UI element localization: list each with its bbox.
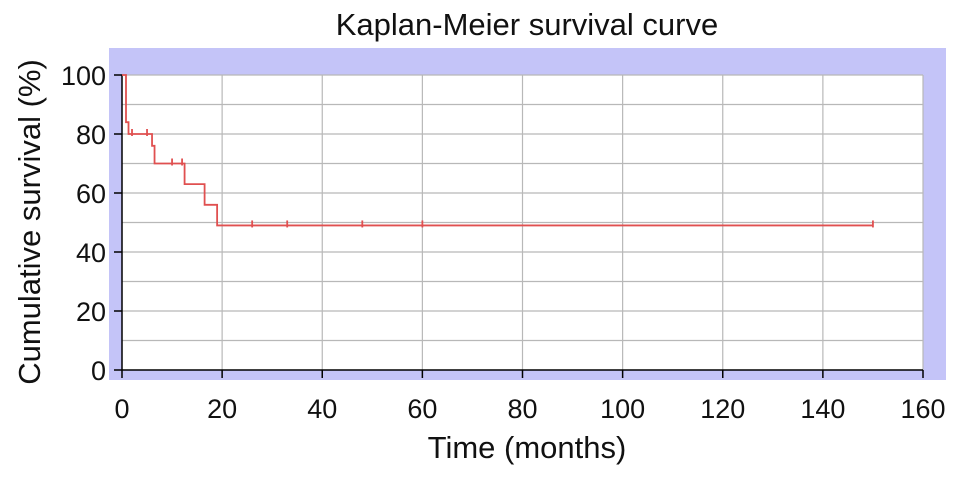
y-tick-label: 40 — [76, 238, 106, 268]
chart-title: Kaplan-Meier survival curve — [336, 7, 718, 42]
grid-lines — [122, 74, 924, 370]
y-axis-title: Cumulative survival (%) — [12, 59, 47, 385]
tick-labels: 0 20 40 60 80 100 120 140 160 0 20 40 60 80 100 — [61, 61, 946, 424]
x-tick-label: 160 — [900, 394, 945, 424]
x-tick-label: 140 — [800, 394, 845, 424]
axes — [114, 74, 924, 378]
survival-curve — [122, 74, 873, 227]
x-tick-label: 60 — [407, 394, 437, 424]
y-tick-label: 80 — [76, 120, 106, 150]
x-tick-label: 100 — [600, 394, 645, 424]
y-tick-label: 20 — [76, 297, 106, 327]
y-tick-label: 0 — [91, 356, 106, 386]
x-tick-label: 120 — [700, 394, 745, 424]
y-tick-label: 60 — [76, 179, 106, 209]
x-tick-label: 80 — [507, 394, 537, 424]
curve-layer — [122, 74, 874, 228]
x-axis-title: Time (months) — [428, 430, 627, 465]
x-tick-label: 40 — [307, 394, 337, 424]
y-tick-label: 100 — [61, 61, 106, 91]
x-tick-label: 20 — [207, 394, 237, 424]
x-tick-label: 0 — [114, 394, 129, 424]
